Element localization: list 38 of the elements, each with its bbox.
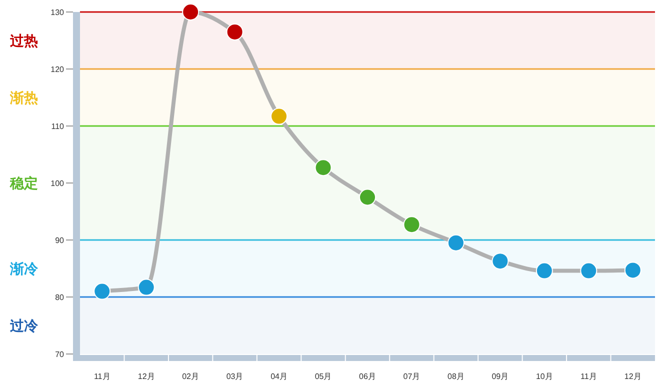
point: [94, 282, 111, 300]
x-tick-label: 06月: [359, 372, 376, 381]
y-tick-label: 70: [55, 350, 65, 359]
x-tick-label: 09月: [492, 372, 509, 381]
point: [226, 23, 244, 40]
band-label: 稳定: [9, 175, 38, 191]
x-tick-label: 11月: [94, 372, 110, 381]
x-tick-label: 11月: [580, 372, 597, 381]
band-label: 渐热: [9, 90, 38, 106]
point: [270, 108, 288, 125]
point: [403, 216, 420, 234]
point: [624, 262, 642, 279]
point: [182, 4, 200, 20]
x-tick-label: 10月: [536, 372, 553, 381]
point: [314, 159, 332, 176]
x-tick-label: 07月: [403, 372, 420, 381]
band-label: 过冷: [9, 318, 39, 334]
y-tick-label: 130: [50, 8, 65, 17]
x-tick-label: 03月: [226, 372, 244, 381]
x-tick-label: 02月: [182, 372, 200, 381]
y-tick-label: 80: [55, 293, 65, 302]
y-tick-label: 120: [50, 65, 65, 74]
point: [492, 252, 509, 270]
point: [447, 234, 464, 252]
band-label: 过热: [9, 32, 38, 48]
y-tick-label: 110: [51, 122, 65, 131]
point: [359, 188, 376, 206]
y-tick-label: 100: [50, 179, 65, 188]
x-tick-label: 12月: [138, 372, 155, 381]
band-label: 渐冷: [9, 260, 39, 276]
x-tick-label: 08月: [448, 372, 464, 381]
point: [536, 262, 553, 280]
y-tick-label: 90: [55, 236, 65, 245]
x-tick-label: 04月: [270, 372, 288, 381]
point: [580, 262, 598, 280]
point: [138, 278, 155, 296]
x-tick-label: 05月: [314, 372, 332, 381]
x-tick-label: 12月: [624, 372, 642, 381]
